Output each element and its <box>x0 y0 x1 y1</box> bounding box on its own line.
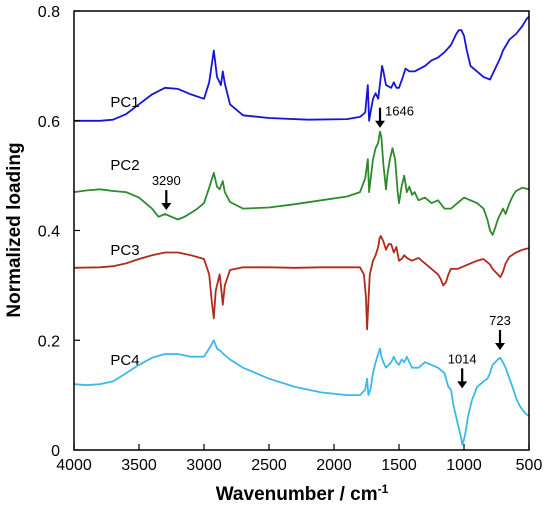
x-tick-label: 1000 <box>446 457 482 474</box>
x-tick-label: 3000 <box>186 457 222 474</box>
y-tick-label: 0 <box>51 443 60 460</box>
x-tick-label: 2000 <box>316 457 352 474</box>
plot-lines <box>73 15 530 446</box>
series-line-pc3 <box>73 235 530 331</box>
annotation-arrow-head <box>495 342 506 350</box>
y-tick-label: 0.4 <box>38 224 60 241</box>
y-tick-label: 0.6 <box>38 114 60 131</box>
x-tick-label: 3500 <box>121 457 157 474</box>
x-tick-label: 500 <box>516 457 543 474</box>
series-label-pc4: PC4 <box>110 352 139 369</box>
x-tick-label: 4000 <box>56 457 92 474</box>
x-tick-label: 2500 <box>251 457 287 474</box>
y-tick-label: 0.2 <box>38 333 60 350</box>
x-axis-title-sup: -1 <box>378 482 389 496</box>
annotation-label-1646: 1646 <box>385 104 414 119</box>
annotation-label-3290: 3290 <box>152 173 181 188</box>
series-line-pc1 <box>74 15 530 122</box>
annotation-label-723: 723 <box>489 313 511 328</box>
annotation-label-1014: 1014 <box>448 351 477 366</box>
annotations: 1646 3290 1014 723 <box>152 104 511 389</box>
series-label-pc3: PC3 <box>110 242 139 259</box>
annotation-arrow-head <box>375 120 386 128</box>
series-label-pc1: PC1 <box>110 94 139 111</box>
axes: 4000 3500 3000 2500 2000 1500 1000 500 0 0.2 0.4 0.… <box>38 4 543 474</box>
series-labels: PC1 PC2 PC3 PC4 <box>110 94 139 369</box>
y-tick-label: 0.8 <box>38 4 60 21</box>
x-axis-title-main: Wavenumber / cm <box>216 484 378 505</box>
series-line-pc4 <box>73 339 530 446</box>
annotation-arrow-head <box>457 381 468 389</box>
series-line-pc2 <box>73 130 530 236</box>
y-axis-title: Normalized loading <box>4 142 25 317</box>
series-label-pc2: PC2 <box>110 157 139 174</box>
annotation-arrow-head <box>161 203 172 211</box>
x-axis-title: Wavenumber / cm-1 <box>216 482 389 505</box>
x-tick-label: 1500 <box>381 457 417 474</box>
